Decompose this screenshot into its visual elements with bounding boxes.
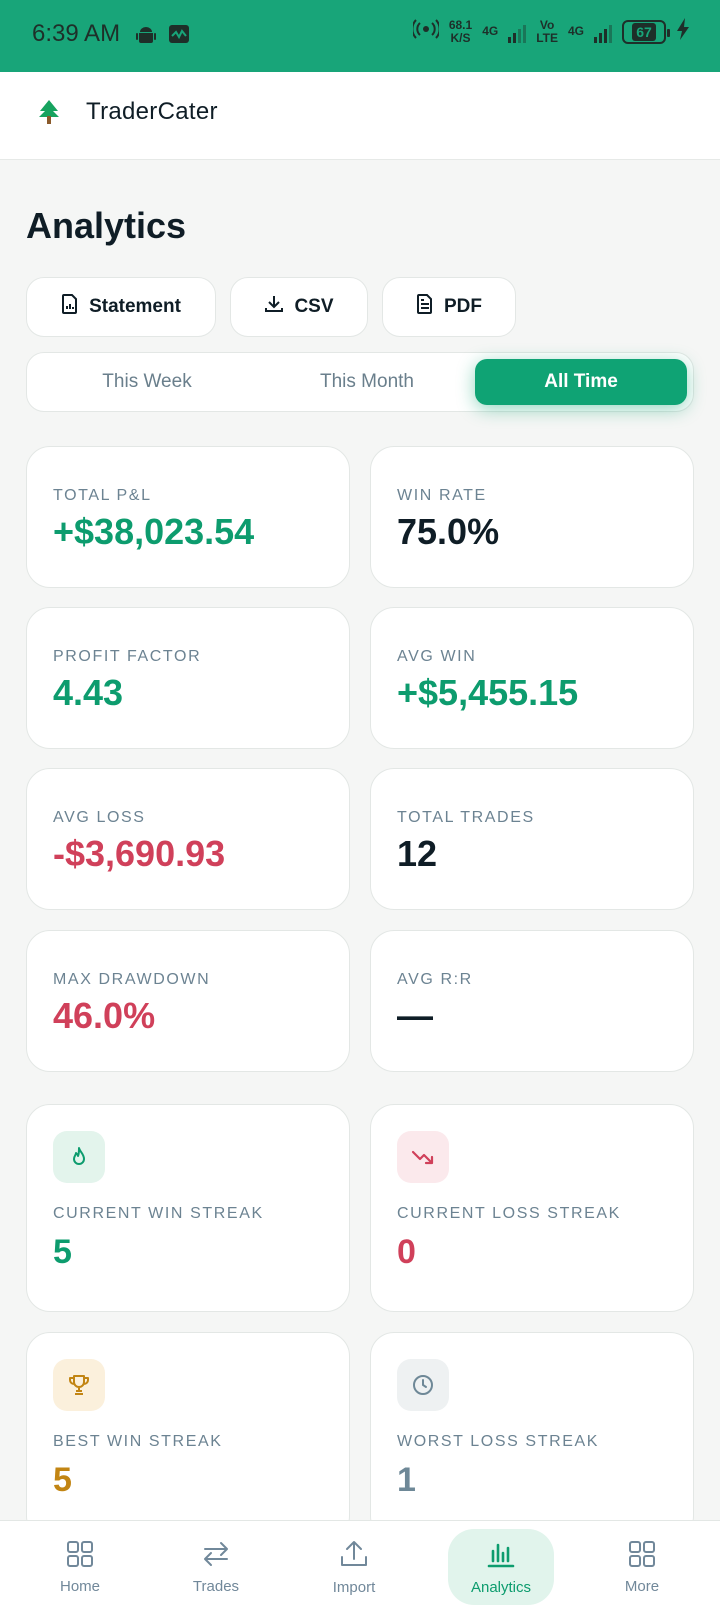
sim1-signal-icon (508, 21, 527, 43)
bottom-navigation: Home Trades Import Analytics More (0, 1520, 720, 1612)
nav-label: Analytics (470, 1578, 532, 1596)
sim2-signal-icon (594, 21, 612, 43)
period-this-week[interactable]: This Week (102, 371, 192, 392)
nav-label: Home (59, 1577, 100, 1595)
stat-card-total-pnl: TOTAL P&L +$38,023.54 (26, 446, 350, 588)
nav-label: More (624, 1577, 660, 1595)
stat-value: 12 (397, 833, 438, 874)
grid-icon (628, 1540, 656, 1572)
stat-card-avg-rr: AVG R:R — (370, 930, 694, 1072)
stat-label: AVG WIN (397, 648, 477, 665)
system-status-bar: 6:39 AM 68.1 K/S 4G Vo LTE 4G 67 (0, 0, 720, 72)
stat-card-win-rate: WIN RATE 75.0% (370, 446, 694, 588)
flame-icon (53, 1131, 105, 1183)
nav-analytics[interactable]: Analytics (448, 1529, 554, 1605)
stat-label: TOTAL TRADES (397, 809, 535, 826)
app-header: TraderCater (0, 72, 720, 160)
streak-value: 5 (53, 1461, 72, 1499)
streak-value: 1 (397, 1461, 416, 1499)
battery-icon: 67 (622, 19, 670, 44)
sim1-type: 4G (482, 24, 499, 38)
streak-card-current-loss: CURRENT LOSS STREAK 0 (370, 1104, 694, 1312)
tree-logo-icon (38, 100, 60, 129)
charging-icon (676, 18, 690, 45)
period-selector: This Week This Month All Time (26, 352, 694, 412)
streak-value: 0 (397, 1233, 416, 1271)
period-this-month[interactable]: This Month (320, 371, 414, 392)
hotspot-icon (411, 18, 441, 45)
stat-value: — (397, 995, 433, 1036)
stat-card-total-trades: TOTAL TRADES 12 (370, 768, 694, 910)
streak-label: WORST LOSS STREAK (397, 1433, 600, 1450)
pdf-label: PDF (444, 296, 482, 317)
clock-icon (397, 1359, 449, 1411)
download-icon (264, 294, 284, 320)
stat-value: +$5,455.15 (397, 672, 579, 713)
stat-label: TOTAL P&L (53, 487, 152, 504)
app-name: TraderCater (86, 98, 218, 125)
activity-image-icon (168, 24, 190, 49)
upload-icon (339, 1539, 369, 1573)
sim2-type: 4G (567, 24, 584, 38)
csv-button[interactable]: CSV (230, 277, 368, 337)
statement-button[interactable]: Statement (26, 277, 216, 337)
streak-card-current-win: CURRENT WIN STREAK 5 (26, 1104, 350, 1312)
status-time: 6:39 AM (32, 20, 121, 47)
csv-label: CSV (294, 296, 334, 317)
android-icon (136, 24, 156, 51)
nav-label: Import (332, 1578, 376, 1596)
streak-card-worst-loss: WORST LOSS STREAK 1 (370, 1332, 694, 1540)
stat-card-profit-factor: PROFIT FACTOR 4.43 (26, 607, 350, 749)
page-title: Analytics (26, 205, 187, 246)
network-speed: 68.1 K/S (448, 17, 473, 45)
nav-label: Trades (192, 1577, 240, 1595)
stat-label: AVG LOSS (53, 809, 146, 826)
bar-chart-icon (486, 1539, 516, 1573)
statement-icon (61, 294, 79, 320)
stat-value: +$38,023.54 (53, 511, 255, 552)
streak-label: CURRENT LOSS STREAK (397, 1205, 621, 1222)
export-actions: Statement CSV PDF (26, 277, 516, 337)
grid-icon (66, 1540, 94, 1572)
streak-value: 5 (53, 1233, 72, 1271)
stat-card-max-drawdown: MAX DRAWDOWN 46.0% (26, 930, 350, 1072)
nav-trades[interactable]: Trades (156, 1529, 276, 1605)
swap-arrows-icon (201, 1540, 231, 1572)
streak-label: CURRENT WIN STREAK (53, 1205, 264, 1222)
stat-label: MAX DRAWDOWN (53, 971, 211, 988)
statement-label: Statement (89, 296, 181, 317)
period-all-time[interactable]: All Time (475, 359, 687, 405)
nav-more[interactable]: More (582, 1529, 702, 1605)
trophy-icon (53, 1359, 105, 1411)
stat-value: 4.43 (53, 672, 124, 713)
volte-indicator: Vo LTE (536, 17, 558, 45)
streak-label: BEST WIN STREAK (53, 1433, 223, 1450)
streak-card-best-win: BEST WIN STREAK 5 (26, 1332, 350, 1540)
stat-card-avg-win: AVG WIN +$5,455.15 (370, 607, 694, 749)
trend-down-icon (397, 1131, 449, 1183)
stat-label: AVG R:R (397, 971, 473, 988)
document-icon (416, 294, 434, 320)
stat-value: 75.0% (397, 511, 500, 552)
nav-home[interactable]: Home (20, 1529, 140, 1605)
pdf-button[interactable]: PDF (382, 277, 516, 337)
nav-import[interactable]: Import (294, 1529, 414, 1605)
stat-value: 46.0% (53, 995, 156, 1036)
stat-card-avg-loss: AVG LOSS -$3,690.93 (26, 768, 350, 910)
stat-label: PROFIT FACTOR (53, 648, 202, 665)
stat-label: WIN RATE (397, 487, 487, 504)
stat-value: -$3,690.93 (53, 833, 226, 874)
